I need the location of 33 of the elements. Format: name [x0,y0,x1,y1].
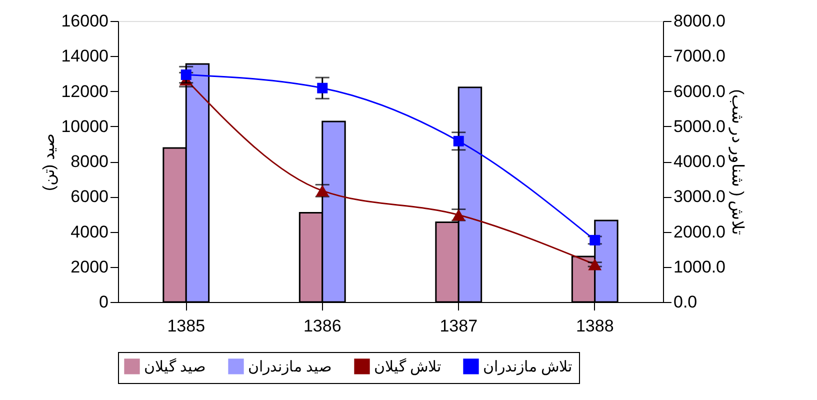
x-tick-label: 1388 [576,316,614,336]
point [590,234,600,246]
point [180,69,192,80]
y2-tick-label: 4000.0 [674,152,726,171]
legend-label: صید گیلان [144,357,206,376]
legend-label: تلاش مازندران [483,358,572,376]
y2-tick-label: 6000.0 [674,82,726,101]
y-tick-label: 8000 [70,152,108,171]
y2-tick-label: 8000.0 [674,12,726,30]
y-tick-label: 10000 [61,116,108,136]
x-tick-label: 1385 [167,316,206,336]
y2-tick-label: 1000.0 [674,257,726,276]
x-tick-label: 1386 [303,316,342,336]
x-tick-label: 1387 [440,316,478,336]
point [588,258,602,270]
y2-tick-label: 7000.0 [674,46,726,66]
y2-tick-label: 3000.0 [674,187,726,206]
y-tick-label: 4000 [70,222,108,242]
y-tick-label: 16000 [61,12,108,30]
y2-axis-title: تلاش ( شناور در شب) [728,89,746,235]
point [317,82,328,94]
y2-tick-label: 2000.0 [674,222,726,242]
y2-tick-label: 0.0 [674,292,698,312]
legend-label: تلاش گیلان [374,357,442,376]
y2-tick-label: 5000.0 [674,116,726,136]
y-tick-label: 0 [99,292,108,312]
point [453,136,464,146]
y-tick-label: 14000 [61,46,108,66]
y-tick-label: 2000 [70,257,108,276]
legend-label: صید مازندران [248,358,332,376]
y-tick-label: 6000 [70,187,108,206]
y-axis-title: صید (تن) [41,132,58,192]
y-tick-label: 12000 [61,82,108,101]
